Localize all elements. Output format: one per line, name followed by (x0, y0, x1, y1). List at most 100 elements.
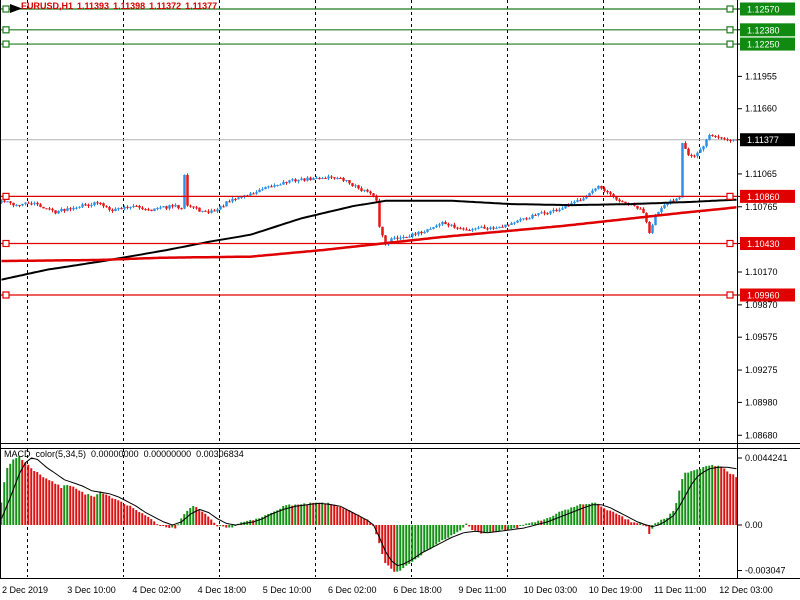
candle-body-up (81, 204, 84, 207)
candle-body-up (300, 178, 303, 180)
macd-bar-down (138, 512, 141, 525)
macd-bar-up (696, 469, 699, 525)
macd-bar-down (735, 477, 738, 525)
support-line[interactable] (0, 192, 737, 200)
macd-axis-label: -0.003047 (745, 566, 786, 576)
candle-body-down (192, 206, 195, 208)
macd-bar-down (726, 471, 729, 525)
time-axis-label: 2 Dec 2019 (2, 585, 48, 595)
macd-bar-down (723, 468, 726, 525)
candle-body-up (699, 149, 702, 153)
candle-body-down (462, 228, 465, 230)
macd-bar-up (543, 519, 546, 525)
macd-bar-down (123, 504, 126, 525)
candle-body-down (609, 192, 612, 195)
candle-body-up (390, 238, 393, 243)
candle-body-down (729, 140, 732, 142)
macd-bar-down (78, 490, 81, 525)
line-handle (2, 40, 10, 48)
candle-body-up (273, 185, 276, 187)
symbol-timeframe-label: EURUSD,H1 (21, 1, 74, 11)
candle-body-up (732, 139, 735, 141)
candle-body-up (708, 134, 711, 140)
candle-body-up (159, 207, 162, 209)
candle-body-down (150, 209, 153, 211)
macd-bar-up (687, 472, 690, 525)
macd-bar-down (45, 478, 48, 525)
candle-body-up (15, 205, 18, 207)
low-value: 1.11372 (149, 1, 182, 11)
price-badge-label: 1.12250 (747, 40, 780, 50)
candle-body-down (525, 218, 528, 220)
candle-body-up (582, 198, 585, 201)
candle-body-down (42, 206, 45, 209)
candle-body-up (132, 205, 135, 207)
candle-body-down (420, 231, 423, 234)
candle-body-up (282, 181, 285, 185)
resistance-line[interactable] (0, 40, 737, 48)
candle-body-up (210, 210, 213, 213)
resistance-line[interactable] (0, 26, 737, 34)
macd-bar-up (639, 523, 642, 525)
macd-bar-down (381, 525, 384, 554)
line-handle (2, 26, 10, 34)
macd-bar-down (516, 525, 519, 529)
candle-body-up (576, 200, 579, 202)
candle-body-down (120, 208, 123, 210)
macd-bar-down (42, 477, 45, 525)
macd-bar-down (141, 513, 144, 525)
symbol-marker-icon (10, 4, 22, 13)
macd-bar-up (465, 523, 468, 525)
candle-body-down (459, 228, 462, 230)
candle-body-down (144, 209, 147, 211)
macd-bar-down (597, 503, 600, 525)
macd-pane (0, 456, 738, 572)
support-line[interactable] (0, 239, 737, 248)
macd-bar-up (690, 471, 693, 525)
candle-body-down (618, 199, 621, 202)
macd-bar-up (672, 511, 675, 525)
macd-bar-down (540, 520, 543, 525)
macd-bar-down (363, 518, 366, 525)
macd-bar-down (153, 521, 156, 525)
macd-bar-up (441, 525, 444, 541)
candle-body-up (288, 180, 291, 183)
macd-bar-up (501, 525, 504, 530)
candle-body-up (60, 209, 63, 212)
macd-bar-up (177, 524, 180, 526)
candle-body-down (372, 193, 375, 196)
price-badge-resistance: 1.12380 (738, 23, 795, 37)
macd-bar-up (462, 525, 465, 528)
time-axis[interactable]: 2 Dec 2019 3 Dec 10:00 4 Dec 02:00 4 Dec 18… (2, 585, 773, 595)
candle-body-up (78, 206, 81, 208)
macd-bar-down (165, 525, 168, 528)
support-line[interactable] (0, 291, 737, 299)
candle-body-down (615, 196, 618, 200)
macd-bar-down (162, 525, 165, 526)
candle-body-up (591, 190, 594, 194)
candle-body-down (468, 230, 471, 232)
candle-body-up (588, 193, 591, 197)
macd-bar-up (702, 467, 705, 525)
macd-bar-up (675, 503, 678, 525)
macd-bar-up (588, 503, 591, 525)
macd-bar-down (102, 493, 105, 525)
resistance-line[interactable] (0, 5, 737, 13)
macd-bar-down (30, 468, 33, 525)
macd-bar-up (327, 502, 330, 525)
candle-body-down (180, 208, 183, 210)
candle-body-up (216, 209, 219, 212)
candle-body-up (90, 204, 93, 206)
macd-bar-down (342, 508, 345, 525)
line-handle (726, 40, 734, 48)
candle-body-down (684, 143, 687, 149)
candle-body-down (546, 213, 549, 215)
macd-bar-down (471, 525, 474, 531)
price-axis[interactable]: 1.11955 1.11660 1.11065 1.10765 1.10170 1.098… (738, 2, 795, 441)
candle-body-up (417, 231, 420, 235)
macd-bar-down (159, 525, 162, 526)
candle-body-up (498, 226, 501, 229)
price-tick-label: 1.10765 (745, 202, 778, 212)
macd-bar-up (282, 505, 285, 525)
